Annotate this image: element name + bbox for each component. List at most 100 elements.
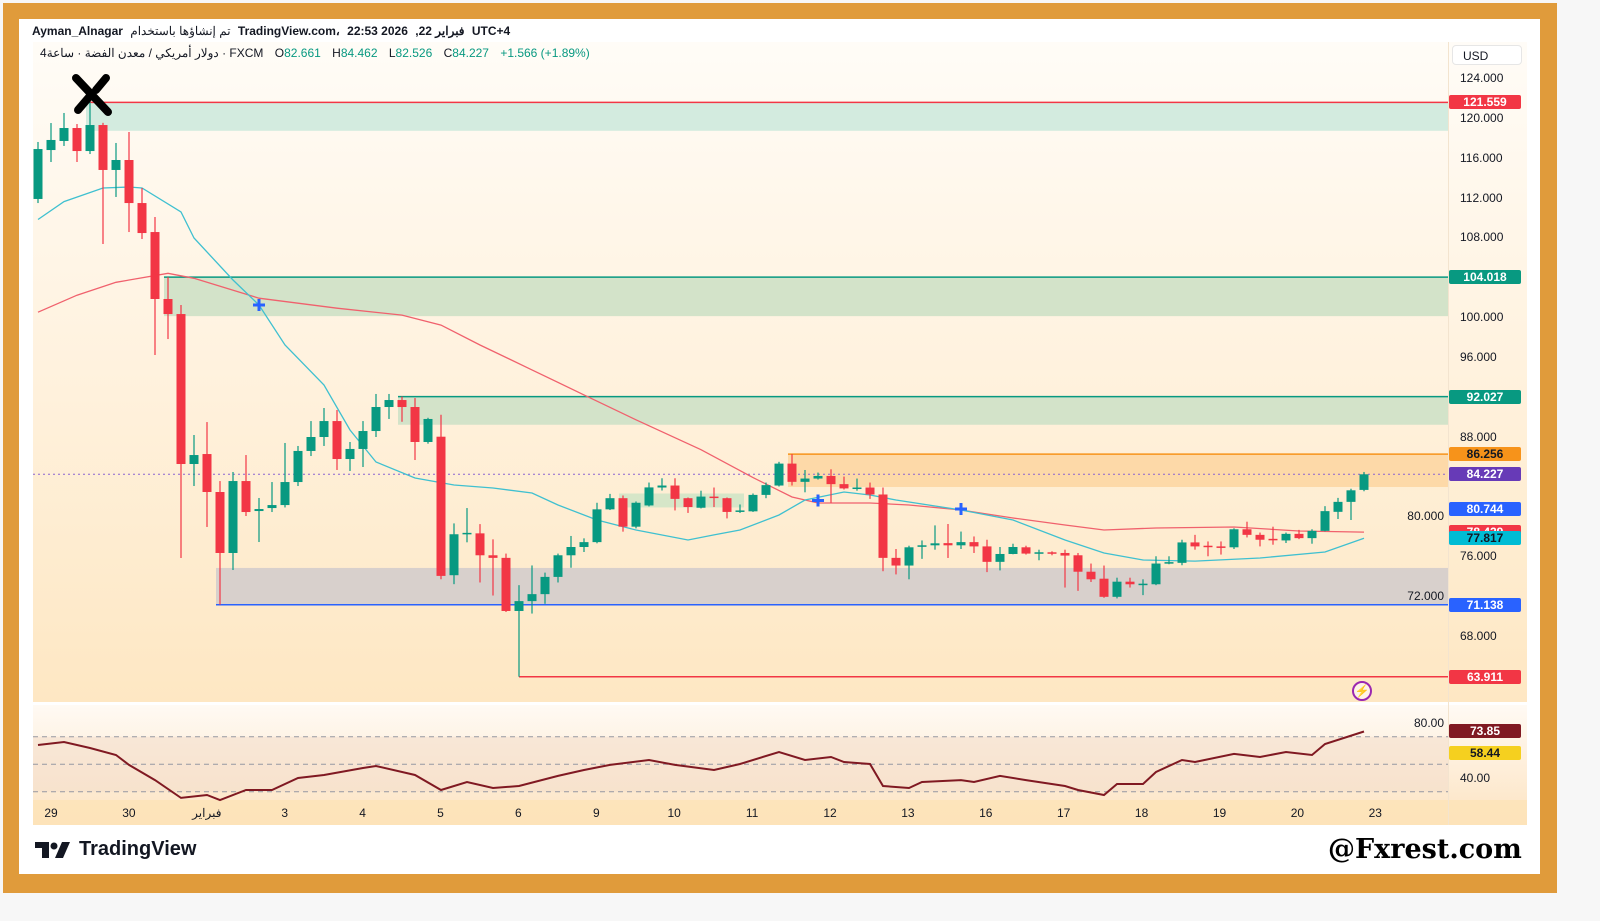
candle-body (254, 509, 264, 512)
tradingview-logo[interactable]: TradingView (35, 838, 196, 861)
candle-body (1047, 552, 1057, 554)
candle-body (1294, 533, 1304, 539)
candle (813, 472, 823, 480)
candle-body (761, 485, 771, 495)
price-label: 63.911 (1449, 669, 1521, 684)
candle (124, 132, 134, 233)
candle-body (1203, 545, 1213, 548)
candle-body (1112, 581, 1122, 597)
candle-body (59, 128, 69, 141)
candle-body (319, 421, 329, 438)
candle (1112, 577, 1122, 599)
candle (436, 414, 446, 580)
candle (930, 525, 940, 550)
candle-body (982, 546, 992, 562)
candle-body (488, 555, 498, 558)
candle-body (1151, 563, 1161, 585)
price-label: 80.744 (1449, 502, 1521, 516)
candle (891, 548, 901, 575)
price-label: 104.018 (1449, 270, 1521, 285)
pane-separator[interactable] (33, 702, 1527, 705)
candle (553, 553, 563, 583)
time-tick: 5 (437, 806, 444, 820)
candle (488, 539, 498, 596)
candle-body (1060, 552, 1070, 556)
price-tick: 116.000 (1460, 150, 1503, 165)
candle (85, 102, 95, 155)
candle-body (1086, 571, 1096, 580)
candle-body (969, 542, 979, 547)
time-tick: 4 (359, 806, 366, 820)
price-tick: 88.000 (1460, 429, 1497, 444)
candle (1164, 556, 1174, 565)
candle-body (1073, 555, 1083, 572)
publish-date: فبراير 22, (415, 24, 465, 38)
main-pane[interactable] (33, 42, 1527, 825)
candle (332, 410, 342, 470)
candle-body (397, 400, 407, 408)
watermark: @Fxrest.com (1328, 834, 1522, 865)
candle (72, 124, 82, 162)
candle-body (787, 463, 797, 482)
candle (865, 482, 875, 499)
open-label: O (274, 46, 285, 60)
price-label: 71.138 (1449, 597, 1521, 612)
close-label: C (443, 46, 453, 60)
candle (1073, 552, 1083, 591)
candle (1268, 526, 1278, 545)
candle (150, 216, 160, 355)
legend-separator: · (77, 46, 85, 60)
candle-body (293, 450, 303, 483)
candle-body (306, 437, 316, 451)
candle (540, 572, 550, 604)
candle (1138, 579, 1148, 596)
symbol-name[interactable]: دولار أمريكي / معدن الفضة (84, 46, 219, 60)
interval[interactable]: 4ساعة (40, 46, 74, 60)
candle (566, 535, 576, 568)
rsi-value-label: 73.85 (1449, 724, 1521, 739)
price-axis-border (1448, 42, 1449, 825)
candle-body (904, 547, 914, 566)
candle (1359, 471, 1369, 492)
candle (826, 469, 836, 503)
price-label: 92.027 (1449, 389, 1521, 404)
time-tick: 3 (281, 806, 289, 820)
candle (384, 393, 394, 419)
candle (254, 497, 264, 543)
candle (1047, 551, 1057, 556)
candle-body (735, 510, 745, 512)
price-tick: 68.000 (1460, 628, 1497, 643)
candle (774, 461, 784, 487)
candle (501, 553, 511, 612)
price-label: 77.817 (1449, 531, 1521, 546)
time-tick: 29 (44, 806, 58, 820)
lightning-icon[interactable]: ⚡ (1352, 681, 1372, 701)
candle-body (566, 547, 576, 556)
candle (98, 122, 108, 245)
candle-body (1255, 534, 1265, 540)
candle (1086, 563, 1096, 582)
candle (1281, 532, 1291, 544)
candle-body (852, 487, 862, 490)
candle-body (579, 542, 589, 548)
candle-body (150, 232, 160, 300)
candle (683, 497, 693, 513)
currency-button[interactable]: USD (1452, 45, 1522, 65)
candle (995, 547, 1005, 571)
candle-body (995, 553, 1005, 562)
candle (761, 482, 771, 499)
price-tick: 108.000 (1460, 230, 1504, 245)
candle-body (384, 400, 394, 408)
candle-body (85, 125, 95, 152)
candle-body (72, 128, 82, 152)
tv-logo-icon (35, 841, 70, 858)
tv-logo-text: TradingView (79, 838, 197, 860)
candle (748, 493, 758, 512)
candle (839, 476, 849, 490)
candle (1346, 488, 1356, 521)
candle-body (800, 478, 810, 482)
candle-body (33, 149, 43, 199)
price-tick: 76.000 (1460, 549, 1497, 564)
candle (800, 469, 810, 493)
